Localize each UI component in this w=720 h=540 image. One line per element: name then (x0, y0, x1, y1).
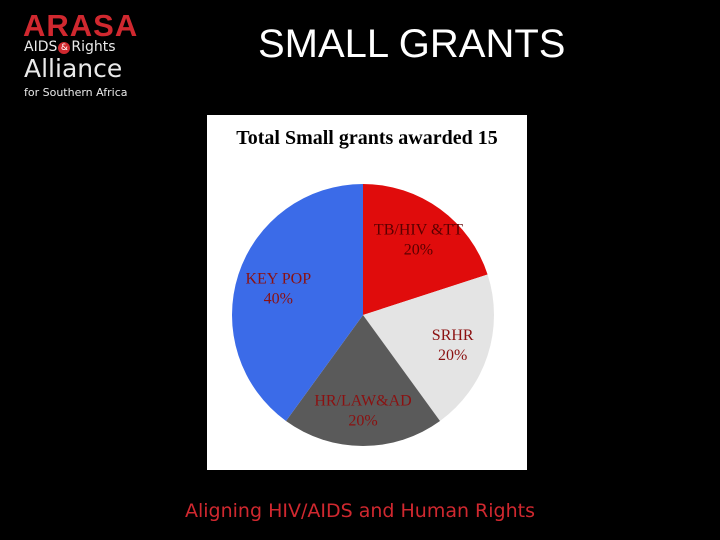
slice-percent-key-pop: 40% (264, 290, 293, 307)
slice-percent-hr-law-ad: 20% (348, 412, 377, 429)
logo-rights-text: Rights (71, 39, 116, 55)
pie-chart: TB/HIV &TT 20% SRHR 20% HR/LAW&AD 20% KEY POP 4… (232, 184, 494, 447)
pie-slice-srhr (363, 274, 494, 421)
logo-tagline: for Southern Africa (24, 86, 128, 99)
logo-alliance-text: Alliance (24, 54, 123, 83)
slice-label-tb-hiv-tt: TB/HIV &TT (374, 222, 463, 239)
pie-chart-panel: Total Small grants awarded 15 TB/HIV &TT… (207, 115, 527, 470)
logo-aids-rights: AIDS & Rights (24, 39, 116, 55)
slice-label-srhr: SRHR (432, 327, 474, 344)
pie-slice-hr-law-ad (286, 315, 440, 447)
logo-arasa-text: ARASA (23, 8, 139, 43)
pie-slice-tb-hiv-tt (363, 184, 488, 315)
slice-percent-tb-hiv-tt: 20% (404, 242, 433, 259)
slice-label-hr-law-ad: HR/LAW&AD (314, 392, 411, 409)
chart-title: Total Small grants awarded 15 (236, 127, 498, 149)
logo-aids-text: AIDS (24, 39, 58, 55)
logo-ampersand: & (58, 42, 71, 54)
footer-tagline: Aligning HIV/AIDS and Human Rights (185, 500, 535, 522)
slice-percent-srhr: 20% (438, 347, 467, 364)
pie-slice-key-pop (232, 184, 363, 421)
slide-title: SMALL GRANTS (258, 22, 566, 66)
slice-label-key-pop: KEY POP (245, 270, 311, 287)
arasa-logo: ARASA AIDS & Rights Alliance for Southern … (22, 8, 137, 100)
